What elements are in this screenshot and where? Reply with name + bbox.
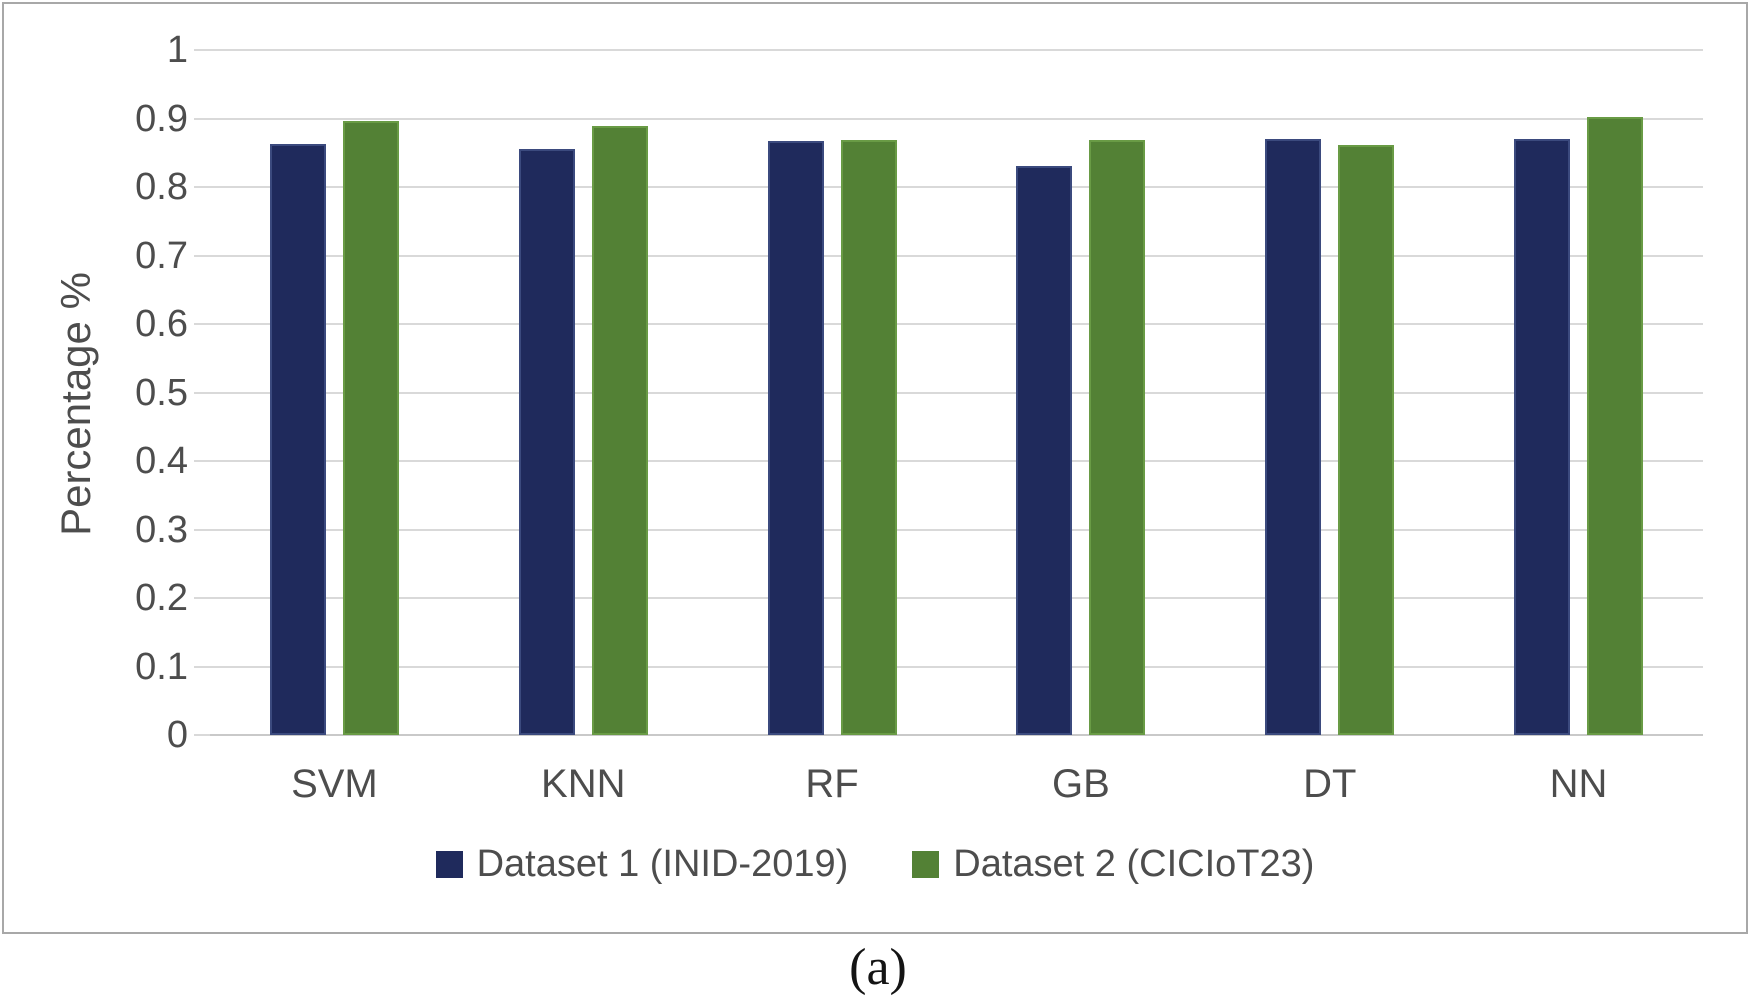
chart-figure: Percentage % 0 0.1 0.2 0.3 0.4 0.5 0.6 0.7 0.8 0.… [2, 2, 1748, 934]
gridline [210, 186, 1703, 188]
plot-area [210, 49, 1703, 736]
bar-rf-series-1 [767, 141, 824, 735]
legend-item-2: Dataset 2 (CICIoT23) [912, 843, 1314, 886]
gridline [210, 597, 1703, 599]
gridline [210, 460, 1703, 462]
gridline [210, 117, 1703, 120]
y-tickmark [194, 528, 210, 531]
y-tick-label: 0.8 [135, 166, 188, 208]
y-tickmark [194, 49, 210, 51]
bar-group-knn [459, 50, 708, 735]
legend-swatch-icon [435, 850, 463, 878]
y-tickmark [194, 323, 210, 325]
bar-dt-series-1 [1265, 139, 1322, 735]
legend-label: Dataset 2 (CICIoT23) [953, 842, 1315, 885]
bar-group-svm [210, 50, 459, 735]
bar-group-rf [708, 50, 957, 735]
y-tickmark [194, 734, 210, 736]
y-tickmark [194, 665, 210, 668]
bar-dt-series-2 [1338, 145, 1395, 735]
y-tick-label: 0.6 [135, 303, 188, 345]
bar-group-dt [1205, 50, 1454, 735]
bar-knn-series-1 [518, 149, 575, 735]
y-tick-label: 0.1 [135, 645, 188, 688]
y-tickmark [194, 254, 210, 257]
y-tick-label: 1 [166, 29, 188, 71]
y-tick-label: 0 [166, 714, 188, 756]
bar-knn-series-2 [591, 126, 648, 735]
gridline [210, 254, 1703, 257]
y-tickmark [194, 391, 210, 394]
legend-swatch-icon [912, 850, 940, 878]
x-tick-label-dt: DT [1303, 762, 1357, 806]
bar-group-nn [1454, 50, 1703, 735]
gridline [210, 323, 1703, 325]
bar-svm-series-2 [342, 120, 399, 735]
bar-nn-series-1 [1514, 139, 1571, 735]
bar-nn-series-2 [1587, 117, 1644, 735]
bar-group-gb [957, 50, 1206, 735]
y-tickmark [194, 597, 210, 599]
bar-gb-series-1 [1016, 165, 1073, 735]
gridline [210, 391, 1703, 394]
x-tick-label-nn: NN [1549, 762, 1608, 806]
legend-label: Dataset 1 (INID-2019) [476, 842, 849, 885]
y-tickmark [194, 186, 210, 188]
gridline [210, 528, 1703, 531]
gridline [210, 49, 1703, 51]
y-tickmark [194, 460, 210, 462]
legend: Dataset 1 (INID-2019) Dataset 2 (CICIoT23… [4, 838, 1746, 890]
y-tick-label: 0.9 [135, 97, 188, 140]
x-tick-label-knn: KNN [541, 762, 626, 806]
bar-rf-series-2 [840, 140, 897, 735]
x-tick-label-rf: RF [805, 762, 859, 806]
legend-item-1: Dataset 1 (INID-2019) [435, 842, 849, 886]
x-tick-label-gb: GB [1052, 762, 1110, 806]
gridline [210, 665, 1703, 668]
y-tick-label: 0.4 [135, 440, 188, 482]
gridline [210, 734, 1703, 736]
x-tick-label-svm: SVM [291, 762, 378, 806]
y-tick-label: 0.7 [135, 234, 188, 277]
y-tick-label: 0.5 [135, 371, 188, 414]
y-tickmark [194, 117, 210, 120]
bar-svm-series-1 [269, 143, 326, 735]
y-tick-label: 0.2 [135, 577, 188, 619]
y-tick-label: 0.3 [135, 508, 188, 551]
bar-gb-series-2 [1089, 140, 1146, 735]
figure-caption: (a) [849, 939, 907, 996]
